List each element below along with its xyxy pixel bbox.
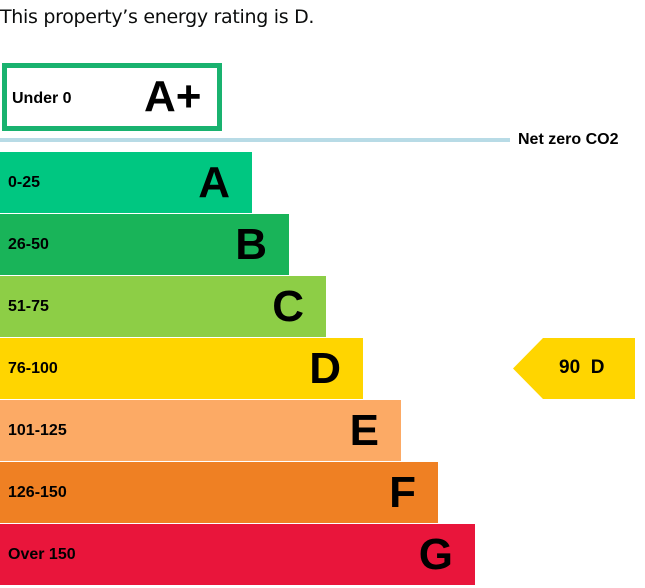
band-a: 0-25 A: [0, 152, 252, 213]
band-range: 26-50: [8, 236, 49, 253]
band-letter: E: [349, 406, 379, 455]
band-a-plus: Under 0 A+: [2, 63, 222, 131]
net-zero-line: [0, 138, 510, 142]
rating-summary: This property’s energy rating is D.: [0, 6, 315, 28]
current-rating-arrow: 90 D: [513, 338, 635, 399]
band-range: Over 150: [8, 546, 76, 563]
net-zero-label: Net zero CO2: [518, 131, 619, 148]
band-letter: A+: [144, 72, 202, 121]
band-letter: C: [272, 282, 304, 331]
current-rating-label: 90 D: [559, 357, 605, 378]
band-letter: A: [198, 158, 230, 207]
band-range: 51-75: [8, 298, 49, 315]
band-range: 76-100: [8, 360, 58, 377]
band-e: 101-125 E: [0, 400, 401, 461]
band-letter: B: [235, 220, 267, 269]
band-d: 76-100 D: [0, 338, 363, 399]
band-range: 126-150: [8, 484, 67, 501]
band-g: Over 150 G: [0, 524, 475, 585]
band-letter: F: [389, 468, 416, 517]
band-f: 126-150 F: [0, 462, 438, 523]
band-letter: G: [418, 530, 453, 579]
band-range: 0-25: [8, 174, 41, 191]
band-range: 101-125: [8, 422, 67, 439]
band-range: Under 0: [12, 90, 72, 107]
band-letter: D: [309, 344, 341, 393]
band-c: 51-75 C: [0, 276, 326, 337]
band-b: 26-50 B: [0, 214, 289, 275]
arrow-shape: [513, 338, 635, 399]
